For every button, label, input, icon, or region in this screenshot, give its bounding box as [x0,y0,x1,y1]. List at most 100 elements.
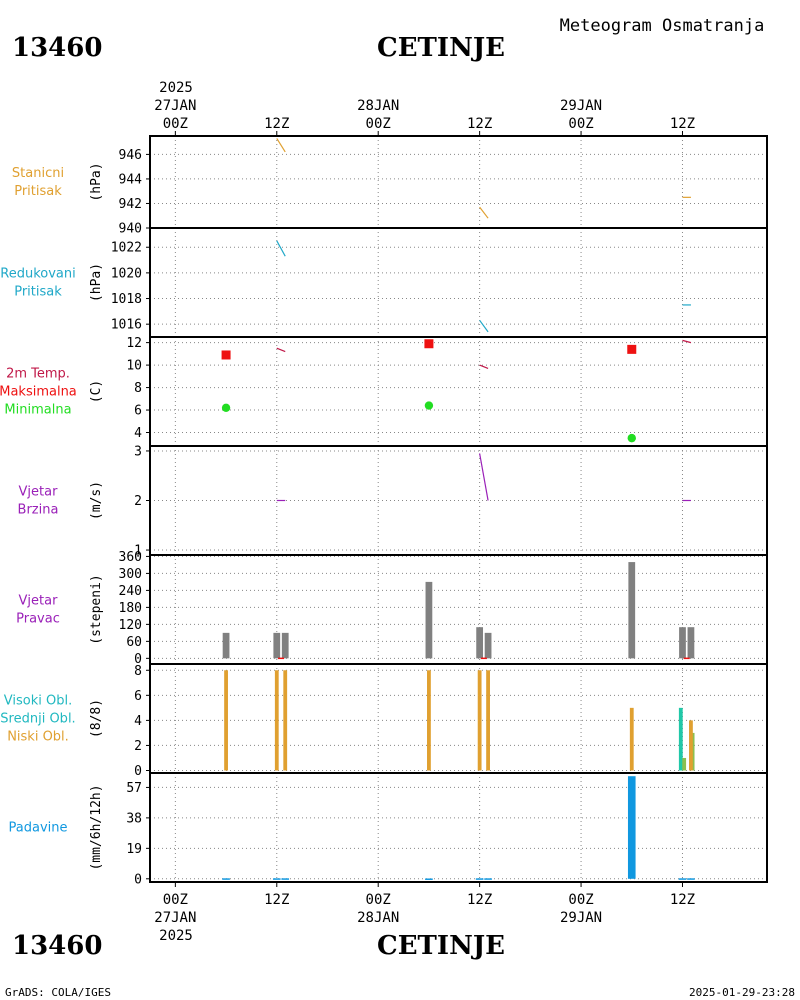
panel-side-label: Redukovani [0,267,75,282]
bar [281,878,290,880]
cloud-bar [486,670,490,771]
y-tick-label: 1018 [111,292,142,307]
series-line-segment [479,319,489,333]
panel-frame [149,663,768,774]
y-tick-label: 6 [134,689,142,704]
panel-frame [149,336,768,447]
y-tick-label: 8 [134,664,142,679]
panel-side-label: Padavine [9,821,68,836]
bar [281,632,289,659]
cloud-bar [427,670,431,771]
y-tick-label: 1020 [111,266,142,281]
top-hour-label: 12Z [467,116,492,132]
y-tick-label: 300 [119,567,142,582]
panel-pravac: 0 60 120 180 240 300 360 (stepeni) Vjetar Pravac [16,550,768,667]
panel-side-label: Maksimalna [0,385,77,400]
footer-timestamp: 2025-01-29-23:28 [689,986,795,999]
panels: 940942944946(hPa)StanicniPritisak1016101… [0,135,768,887]
top-time-axis: 00Z 27JAN 12Z 00Z 28JAN 12Z 00Z 29JAN 12Z [154,98,695,136]
cloud-bar [678,707,683,771]
station-name-top: CETINJE [377,33,505,63]
bar [627,776,636,879]
bar [222,632,230,659]
panel-frame [149,554,768,665]
cloud-bar [283,670,288,771]
station-id-bottom: 13460 [12,931,102,961]
y-tick-label: 2 [134,739,142,754]
bottom-time-axis: 00Z 27JAN 12Z 00Z 28JAN 12Z 00Z 29JAN 12Z [154,882,695,926]
panel-plot-area [221,339,692,443]
panel-plot-area [276,138,691,219]
panel-frame [149,135,768,229]
y-tick-label: 57 [126,781,142,796]
panel-frame [149,227,768,338]
bottom-hour-label: 00Z [163,892,188,908]
panel-plot-area [276,240,691,333]
y-tick-label: 946 [119,148,142,163]
bar [687,627,695,659]
panel-side-label: Srednji Obl. [0,712,75,727]
y-axis-label: (hPa) [89,162,104,201]
panel-padavine: 0 19 38 57 (mm/6h/12h) Padavine [9,772,768,887]
bar [475,878,484,880]
y-axis-label: (mm/6h/12h) [89,784,104,870]
panel-oblaci: 0 2 4 6 8 (8/8) Visoki Obl. Srednji Obl. Niski O… [0,663,768,779]
bottom-hour-label: 12Z [670,892,695,908]
cloud-bar [682,757,687,771]
series-line-segment [479,206,489,219]
product-title: Meteogram Osmatranja [560,16,765,36]
series-line-segment [276,240,286,257]
bar [272,878,281,880]
y-tick-label: 1 [134,544,142,559]
panel-frame [149,772,768,883]
y-tick-label: 4 [134,714,142,729]
bar [476,627,484,659]
max-temp-marker [221,350,231,360]
series-line-segment [276,138,286,153]
y-tick-label: 2 [134,494,142,509]
top-hour-label: 00Z [163,116,188,132]
y-tick-label: 360 [119,550,142,565]
top-date-label: 28JAN [357,98,399,114]
y-tick-label: 240 [119,584,142,599]
y-tick-label: 1016 [111,318,142,333]
y-tick-label: 19 [126,842,142,857]
top-date-label: 29JAN [560,98,602,114]
y-tick-label: 0 [134,764,142,779]
panel-redukovani: 1016 1018 1020 1022 (hPa) Redukovani Pritisak [0,227,768,338]
y-tick-label: 942 [119,197,142,212]
y-tick-label: 60 [126,635,142,650]
bottom-date-label: 29JAN [560,910,602,926]
y-tick-label: 180 [119,601,142,616]
panel-side-label: Stanicni [12,166,64,181]
panel-brzina: 1 2 3 (m/s) Vjetar Brzina [18,444,768,559]
cloud-bar [224,670,228,771]
bar [222,878,230,880]
cloud-bar [274,670,279,771]
cloud-bar [689,720,693,771]
bottom-hour-label: 12Z [264,892,289,908]
bottom-hour-label: 00Z [366,892,391,908]
panel-stanicni: 940 942 944 946 (hPa) Stanicni Pritisak [12,135,768,237]
panel-plot-area [224,670,695,771]
top-hour-label: 00Z [568,116,593,132]
y-axis-label: (8/8) [89,699,104,738]
panel-side-label: 2m Temp. [6,367,70,382]
panel-plot-area [276,453,691,502]
bar [484,632,492,659]
y-tick-label: 120 [119,618,142,633]
bar [484,878,492,880]
y-tick-label: 940 [119,222,142,237]
bar [679,627,686,659]
bottom-date-label: 28JAN [357,910,399,926]
max-temp-marker [627,344,637,354]
y-tick-label: 3 [134,444,142,459]
panel-side-label: Vjetar [19,485,59,500]
series-line-segment [479,364,489,370]
y-axis-label: (m/s) [89,481,104,520]
top-date-label: 27JAN [154,98,196,114]
panel-plot-area [222,776,695,880]
station-name-bottom: CETINJE [377,931,505,961]
bar [425,581,433,659]
y-tick-label: 8 [134,381,142,396]
